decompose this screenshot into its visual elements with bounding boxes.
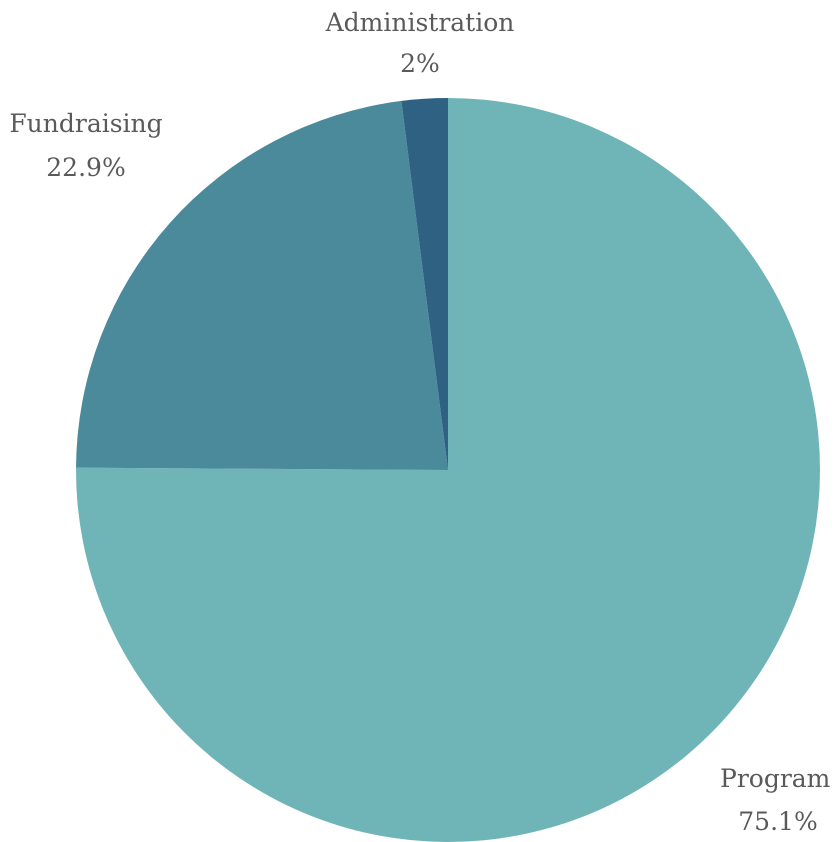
pie-slice-administration	[401, 98, 448, 470]
pie-slice-fundraising	[76, 100, 449, 470]
slice-label-fundraising-name: Fundraising	[9, 109, 162, 138]
pie-slice-program	[76, 98, 821, 842]
slice-label-program-name: Program	[720, 764, 831, 793]
slice-label-administration-name: Administration	[325, 8, 515, 37]
slice-label-administration-value: 2%	[400, 49, 440, 78]
slice-label-program-value: 75.1%	[738, 807, 817, 836]
pie-slices	[76, 98, 821, 842]
slice-label-fundraising-value: 22.9%	[46, 153, 125, 182]
slice-labels: Program 75.1% Fundraising 22.9% Administ…	[9, 8, 830, 836]
